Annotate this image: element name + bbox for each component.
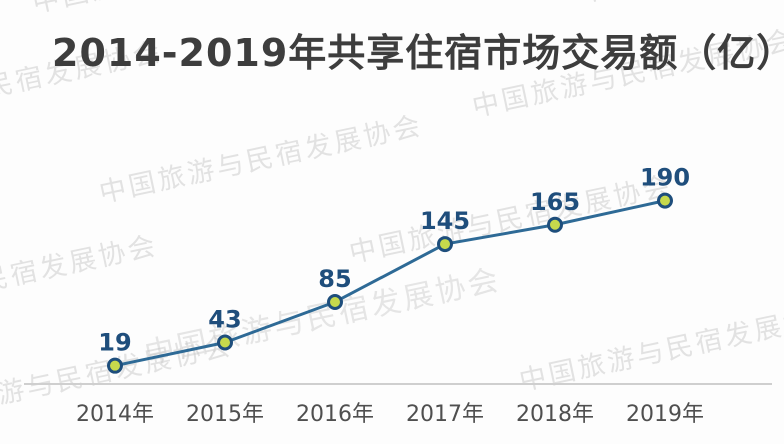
data-point-label: 19 [98,329,131,357]
data-point-label: 165 [530,188,580,216]
x-axis-tick-label: 2018年 [516,402,594,427]
data-point-label: 145 [420,207,470,235]
x-axis-tick-label: 2019年 [626,402,704,427]
data-point-label: 43 [208,306,241,334]
x-axis-tick-label: 2015年 [186,402,264,427]
data-point-marker [657,192,673,209]
data-point-marker [437,236,453,253]
data-point-marker [217,334,233,351]
data-point-marker [327,293,343,310]
series-line [113,199,667,368]
x-axis-tick-label: 2017年 [406,402,484,427]
chart-title: 2014-2019年共享住宿市场交易额（亿） [52,31,784,75]
data-point-label: 85 [318,265,351,293]
data-point-marker [107,357,123,374]
data-point-label: 190 [640,164,690,192]
x-axis-tick-label: 2014年 [76,402,154,427]
data-point-marker [547,216,563,233]
x-axis-tick-label: 2016年 [296,402,374,427]
